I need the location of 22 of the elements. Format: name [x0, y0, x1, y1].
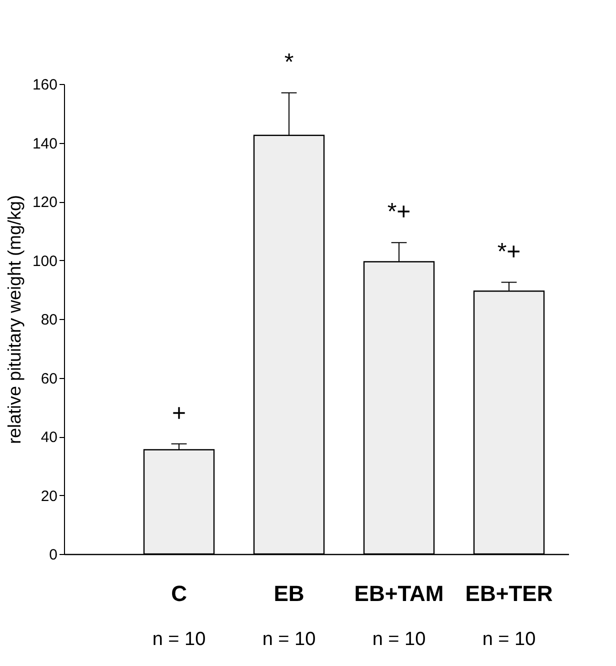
x-tick-label: C: [171, 581, 188, 606]
text: n = 10: [372, 629, 426, 650]
text: n = 10: [482, 629, 536, 650]
y-tick-label: 20: [40, 488, 58, 505]
y-tick-label: 80: [40, 312, 58, 328]
y-tick-label: 140: [32, 135, 58, 152]
y-tick-label: 160: [32, 76, 58, 94]
y-tick-label: 100: [32, 252, 58, 270]
x-tick-label: EB+TER: [465, 581, 553, 606]
text: *: [284, 48, 294, 76]
y-tick-label: 60: [40, 370, 58, 388]
x-tick-label: EB: [274, 581, 304, 606]
y-axis-title: relative pituitary weight (mg/kg): [4, 194, 24, 444]
annotation: *+: [387, 198, 411, 226]
annotation: *+: [497, 238, 521, 266]
text: n = 10: [152, 629, 206, 650]
y-tick-label: 0: [49, 546, 58, 564]
x-tick-label: EB+TAM: [354, 581, 444, 606]
y-tick-label: 120: [32, 194, 58, 211]
y-tick-label: 40: [40, 429, 58, 446]
annotation: +: [172, 400, 186, 427]
text: n = 10: [262, 629, 316, 650]
